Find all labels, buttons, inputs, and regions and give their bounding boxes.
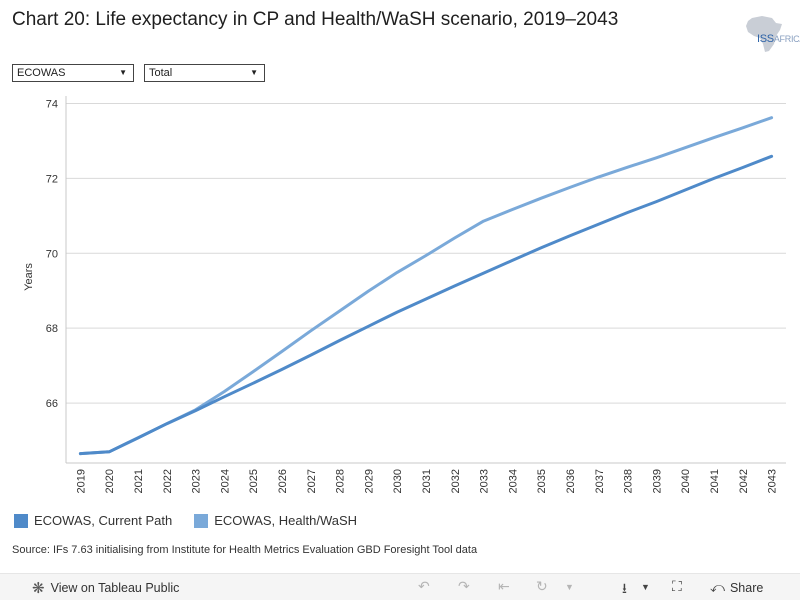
- y-tick-label: 74: [46, 98, 58, 110]
- x-tick-label: 2036: [565, 469, 577, 493]
- x-tick-label: 2030: [392, 469, 404, 493]
- gridlines: [66, 102, 786, 404]
- x-tick-label: 2026: [277, 469, 289, 493]
- y-tick-label: 72: [46, 173, 58, 185]
- chevron-down-icon[interactable]: ▼: [565, 582, 574, 592]
- x-tick-label: 2021: [133, 469, 145, 493]
- axes: [65, 96, 786, 464]
- x-tick-label: 2039: [651, 469, 663, 493]
- x-tick-label: 2034: [507, 469, 519, 493]
- x-tick-label: 2023: [191, 469, 203, 493]
- x-tick-label: 2040: [680, 469, 692, 493]
- x-tick-label: 2043: [767, 469, 779, 493]
- view-on-tableau-label: View on Tableau Public: [50, 581, 180, 595]
- y-tick-label: 70: [46, 248, 58, 260]
- y-axis-label: Years: [23, 263, 35, 291]
- refresh-icon[interactable]: ↻: [536, 578, 548, 594]
- x-tick-labels: 2019 2020 2021 2022 2023 2024 2025 2026 2027 2028…: [75, 469, 778, 493]
- download-icon[interactable]: ⭳: [622, 580, 627, 596]
- africa-logo-icon: [746, 16, 782, 52]
- undo-icon[interactable]: ↶: [418, 578, 430, 594]
- revert-icon[interactable]: ⇤: [498, 578, 510, 594]
- page-title: Chart 20: Life expectancy in CP and Heal…: [12, 9, 619, 30]
- x-tick-label: 2019: [75, 469, 87, 493]
- x-tick-label: 2029: [363, 469, 375, 493]
- legend-item-health-wash[interactable]: ECOWAS, Health/WaSH: [194, 513, 357, 528]
- life-expectancy-chart: Years 66 68 70 72 74 2019 2020 2021 2022 2023 202…: [23, 96, 786, 493]
- fullscreen-icon[interactable]: ⛶: [672, 578, 682, 594]
- share-button[interactable]: ⤺ Share: [710, 579, 763, 596]
- x-tick-label: 2024: [219, 469, 231, 493]
- tableau-toolbar: ❋ View on Tableau Public ↶ ↷ ⇤ ↻ ▼ ⭳ ▼ ⛶…: [0, 573, 800, 600]
- x-tick-label: 2020: [104, 469, 116, 493]
- x-tick-label: 2041: [709, 469, 721, 493]
- logo-sub-text: AFRICA: [773, 34, 800, 44]
- series-line-0[interactable]: [78, 154, 774, 456]
- y-tick-label: 66: [46, 398, 58, 410]
- type-dropdown[interactable]: Total ▼: [144, 64, 265, 82]
- redo-icon[interactable]: ↷: [458, 578, 470, 594]
- x-tick-label: 2028: [335, 469, 347, 493]
- logo-main-text: ISS: [757, 33, 774, 45]
- legend: ECOWAS, Current Path ECOWAS, Health/WaSH: [14, 513, 357, 528]
- chevron-down-icon: ▼: [250, 68, 258, 77]
- region-dropdown[interactable]: ECOWAS ▼: [12, 64, 134, 82]
- x-tick-label: 2025: [248, 469, 260, 493]
- share-icon: ⤺: [710, 579, 725, 595]
- x-tick-label: 2033: [479, 469, 491, 493]
- chevron-down-icon[interactable]: ▼: [641, 582, 650, 592]
- x-tick-label: 2022: [162, 469, 174, 493]
- legend-swatch: [194, 513, 209, 528]
- x-tick-label: 2038: [623, 469, 635, 493]
- tableau-logo-icon: ❋: [32, 580, 45, 597]
- legend-item-current-path[interactable]: ECOWAS, Current Path: [14, 513, 172, 528]
- iss-logo-text: ISSAFRICA: [757, 33, 800, 45]
- x-tick-label: 2042: [738, 469, 750, 493]
- x-tick-label: 2035: [536, 469, 548, 493]
- share-label: Share: [729, 580, 764, 595]
- legend-label: ECOWAS, Current Path: [34, 513, 173, 528]
- series-lines: [78, 116, 774, 456]
- y-tick-labels: 66 68 70 72 74: [46, 98, 58, 410]
- y-tick-label: 68: [46, 323, 58, 335]
- view-on-tableau-link[interactable]: ❋ View on Tableau Public: [32, 579, 179, 597]
- source-note: Source: IFs 7.63 initialising from Insti…: [12, 544, 478, 556]
- x-tick-label: 2031: [421, 469, 433, 493]
- chevron-down-icon: ▼: [119, 68, 127, 77]
- legend-label: ECOWAS, Health/WaSH: [214, 513, 358, 528]
- legend-swatch: [14, 513, 28, 528]
- x-tick-label: 2032: [450, 469, 462, 493]
- type-dropdown-value: Total: [149, 67, 173, 79]
- x-tick-label: 2027: [306, 469, 318, 493]
- region-dropdown-value: ECOWAS: [17, 67, 66, 79]
- x-tick-label: 2037: [594, 469, 606, 493]
